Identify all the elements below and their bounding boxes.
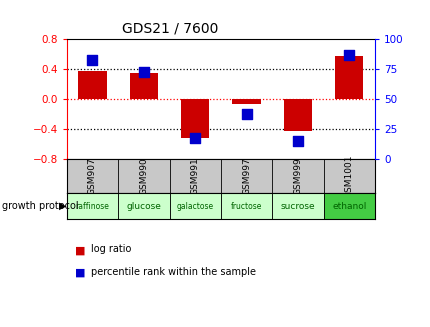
Text: ethanol: ethanol xyxy=(332,202,366,211)
Text: growth protocol: growth protocol xyxy=(2,201,79,211)
Text: ■: ■ xyxy=(75,245,86,255)
Text: GSM991: GSM991 xyxy=(190,157,199,195)
Text: raffinose: raffinose xyxy=(75,202,109,211)
Point xyxy=(89,57,96,62)
Bar xyxy=(118,193,169,219)
Bar xyxy=(169,193,220,219)
Text: GSM907: GSM907 xyxy=(88,157,97,195)
Text: ■: ■ xyxy=(75,268,86,278)
Bar xyxy=(335,57,362,99)
Text: glucose: glucose xyxy=(126,202,161,211)
Point xyxy=(294,139,301,144)
Bar xyxy=(220,193,272,219)
Bar xyxy=(272,193,323,219)
Bar xyxy=(232,99,260,104)
Text: GDS21 / 7600: GDS21 / 7600 xyxy=(122,21,218,35)
Text: ▶: ▶ xyxy=(58,201,66,211)
Point xyxy=(243,111,249,116)
Bar xyxy=(129,73,158,99)
Bar xyxy=(181,99,209,138)
Text: sucrose: sucrose xyxy=(280,202,314,211)
Text: galactose: galactose xyxy=(176,202,213,211)
Text: GSM1001: GSM1001 xyxy=(344,155,353,198)
Text: GSM999: GSM999 xyxy=(293,157,302,195)
Point xyxy=(191,135,198,140)
Bar xyxy=(323,193,374,219)
Bar xyxy=(283,99,311,131)
Text: log ratio: log ratio xyxy=(90,244,131,254)
Point xyxy=(345,52,352,58)
Text: GSM990: GSM990 xyxy=(139,157,148,195)
Text: fructose: fructose xyxy=(230,202,261,211)
Point xyxy=(140,69,147,74)
Text: GSM997: GSM997 xyxy=(242,157,251,195)
Bar xyxy=(67,193,118,219)
Bar xyxy=(78,71,106,99)
Text: percentile rank within the sample: percentile rank within the sample xyxy=(90,267,255,277)
